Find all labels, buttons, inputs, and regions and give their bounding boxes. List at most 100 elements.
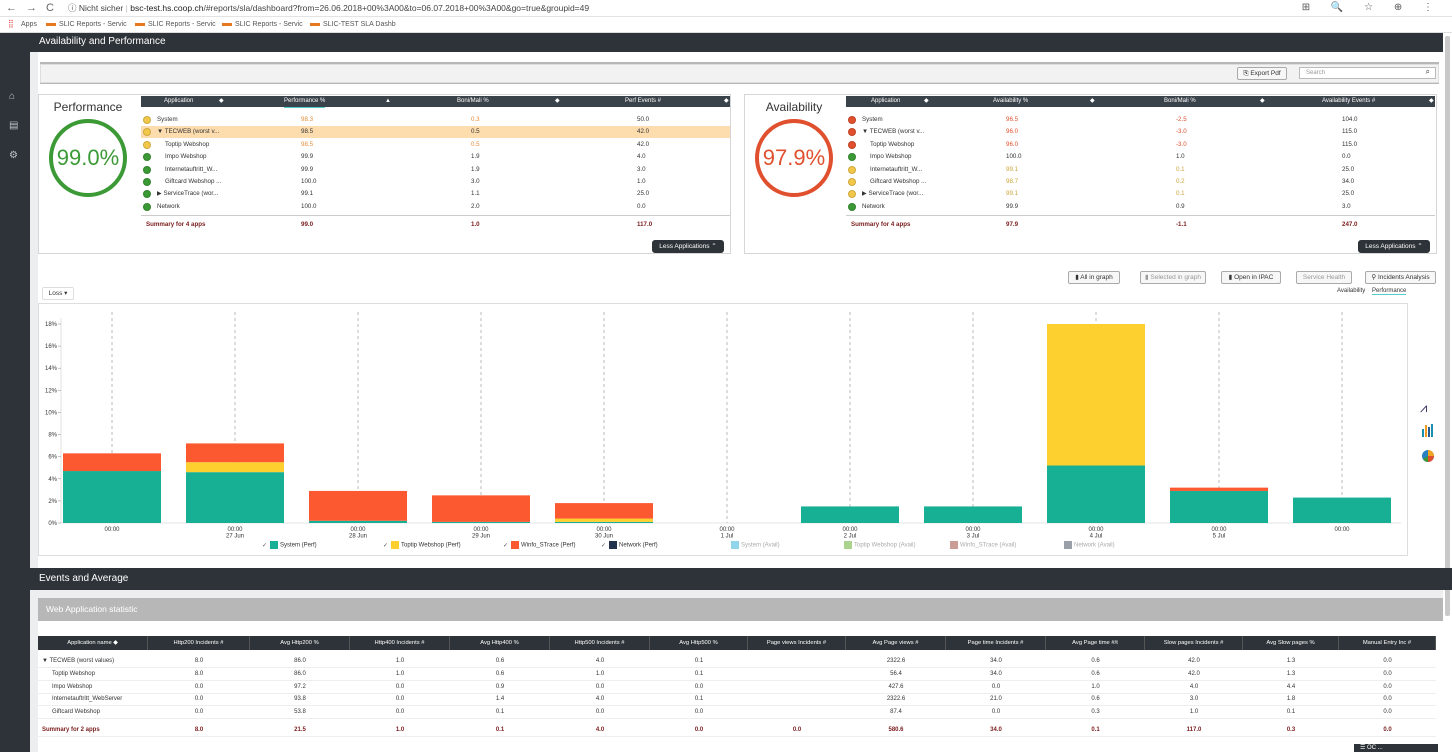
sort-asc-icon[interactable]: ▲	[385, 98, 391, 104]
table-row[interactable]: Impo Webshop 0.0 97.2 0.0 0.9 0.0 0.0 427.6 0.0 1…	[38, 681, 1436, 694]
legend-item[interactable]: System (Avail)	[723, 541, 780, 549]
incidents-analysis-button[interactable]: ⚲ Incidents Analysis	[1365, 271, 1436, 284]
legend-item[interactable]: Winfo_STrace (Avail)	[942, 541, 1016, 549]
table-row[interactable]: Toptip Webshop 98.5 0.5 42.0	[141, 139, 730, 151]
table-row[interactable]: Toptip Webshop 96.0 -3.0 115.0	[846, 139, 1435, 151]
cell: 4.0	[595, 658, 605, 664]
sort-icon[interactable]: ◆	[555, 98, 560, 104]
col-availability-events[interactable]: Availability Events #	[1322, 98, 1376, 104]
service-health-button[interactable]: Service Health	[1296, 271, 1352, 284]
legend-item[interactable]: ✓ Winfo_STrace (Perf)	[503, 541, 576, 549]
tab-availability[interactable]: Availability	[1337, 288, 1366, 294]
cell: 0.0	[395, 709, 405, 716]
search-icon[interactable]: ⌕	[1425, 67, 1430, 76]
col-boni-mali[interactable]: Boni/Mali %	[457, 98, 489, 104]
y-tick-label: 10%	[45, 410, 58, 416]
forward-icon[interactable]: →	[26, 2, 37, 14]
document-icon[interactable]: ▤	[9, 120, 19, 131]
less-applications-button[interactable]: Less Applications ⌃	[652, 240, 724, 253]
col-header[interactable]: Page time Incidents #	[946, 636, 1046, 650]
back-icon[interactable]: ←	[6, 2, 17, 14]
sort-icon[interactable]: ◆	[1260, 98, 1265, 104]
table-row[interactable]: Network 100.0 2.0 0.0	[141, 201, 730, 213]
bookmark-item[interactable]: SLIC Reports - Servic	[46, 21, 127, 28]
legend-item[interactable]: Toptip Webshop (Avail)	[836, 541, 915, 549]
col-header[interactable]: Manual Entry Inc #	[1339, 636, 1436, 650]
cell: 0.0	[395, 696, 405, 703]
col-header[interactable]: Avg Http200 %	[250, 636, 350, 650]
table-row[interactable]: Giftcard Webshop 0.0 53.8 0.0 0.1 0.0 0.0 87.4 0…	[38, 706, 1436, 720]
table-row[interactable]: Impo Webshop 100.0 1.0 0.0	[846, 151, 1435, 163]
browser-action-icons[interactable]: ⊞ 🔍 ☆ ⊕ ⋮	[1301, 2, 1442, 13]
col-header[interactable]: Slow pages Incidents #	[1145, 636, 1243, 650]
tab-performance[interactable]: Performance	[1372, 288, 1407, 295]
all-in-graph-button[interactable]: ▮ All in graph	[1068, 271, 1120, 284]
col-boni-mali[interactable]: Boni/Mali %	[1164, 98, 1196, 104]
summary-row[interactable]: Summary for 2 apps 8.0 21.5 1.0 0.1 4.0 0.0 0.0…	[38, 724, 1436, 737]
bookmark-apps[interactable]: Apps	[21, 21, 37, 28]
bottom-dock-tab[interactable]: ☰ OC ...	[1354, 744, 1438, 752]
bookmark-item[interactable]: SLIC Reports - Servic	[135, 21, 216, 28]
col-header[interactable]: Application name ◆	[38, 636, 148, 650]
col-header[interactable]: Avg Page views #	[846, 636, 946, 650]
col-header[interactable]: Avg Http400 %	[450, 636, 550, 650]
selected-in-graph-button[interactable]: ▮ Selected in graph	[1140, 271, 1206, 284]
table-row[interactable]: ▼ TECWEB (worst values) 8.0 86.0 1.0 0.6 4.0 0…	[38, 655, 1436, 668]
table-row[interactable]: Internetauftritt_W... 99.9 1.9 3.0	[141, 164, 730, 176]
bookmark-item[interactable]: SLIC Reports - Servic	[222, 21, 303, 28]
table-row[interactable]: Giftcard Webshop ... 98.7 0.2 34.0	[846, 176, 1435, 188]
sort-icon[interactable]: ◆	[1090, 98, 1095, 104]
scrollbar-thumb[interactable]	[1445, 36, 1450, 616]
x-tick-label: 00:00	[1334, 527, 1350, 533]
col-perf-events[interactable]: Perf Events #	[625, 98, 662, 104]
col-performance[interactable]: Performance %	[284, 96, 326, 108]
open-in-ipac-button[interactable]: ▮ Open in IPAC	[1221, 271, 1281, 284]
security-indicator[interactable]: ⓘ Nicht sicher	[68, 3, 124, 13]
col-header[interactable]: Http400 Incidents #	[350, 636, 450, 650]
legend-item[interactable]: ✓ System (Perf)	[262, 541, 317, 549]
gear-icon[interactable]: ⚙	[9, 150, 18, 161]
pie-chart-icon[interactable]	[1421, 449, 1435, 463]
table-row[interactable]: ▶ ServiceTrace (wor... 99.1 1.1 25.0	[141, 188, 730, 200]
less-applications-button[interactable]: Less Applications ⌃	[1358, 240, 1430, 253]
line-chart-icon[interactable]: ⩘	[1420, 400, 1428, 415]
table-row[interactable]: System 96.5 -2.5 104.0	[846, 114, 1435, 126]
table-row[interactable]: Toptip Webshop 8.0 86.0 1.0 0.6 1.0 0.1 56.4 34.…	[38, 668, 1436, 681]
col-header[interactable]: Http200 Incidents #	[148, 636, 250, 650]
col-header[interactable]: Page views Incidents #	[748, 636, 846, 650]
col-availability[interactable]: Availability %	[993, 98, 1029, 104]
sort-icon[interactable]: ◆	[724, 98, 729, 104]
table-row[interactable]: ▼ TECWEB (worst v... 98.5 0.5 42.0	[141, 126, 730, 139]
sort-icon[interactable]: ◆	[924, 98, 929, 104]
table-row[interactable]: Giftcard Webshop ... 100.0 3.0 1.0	[141, 176, 730, 188]
url-field[interactable]: ⓘ Nicht sicher | bsc-test.hs.coop.ch/#re…	[68, 3, 590, 13]
sort-icon[interactable]: ◆	[219, 98, 224, 104]
export-pdf-button[interactable]: ⎘ Export Pdf	[1237, 67, 1287, 80]
reload-icon[interactable]: C	[46, 2, 54, 14]
legend-item[interactable]: ✓ Toptip Webshop (Perf)	[383, 541, 461, 549]
table-row[interactable]: Internetauftritt_WebServer 0.0 93.8 0.0 1.4 4…	[38, 693, 1436, 707]
legend-item[interactable]: ✓ Network (Perf)	[601, 541, 658, 549]
sort-icon[interactable]: ◆	[1429, 98, 1434, 104]
table-row[interactable]: Impo Webshop 99.9 1.9 4.0	[141, 151, 730, 163]
cell-v3: 50.0	[637, 116, 650, 123]
col-header[interactable]: Avg Slow pages %	[1243, 636, 1339, 650]
loss-dropdown[interactable]: Loss ▾	[42, 287, 74, 300]
search-input[interactable]: Search ⌕	[1299, 67, 1436, 79]
col-header[interactable]: Http500 Incidents #	[550, 636, 650, 650]
table-row[interactable]: ▼ TECWEB (worst v... 96.0 -3.0 115.0	[846, 126, 1435, 138]
home-icon[interactable]: ⌂	[9, 91, 16, 102]
legend-item[interactable]: Network (Avail)	[1056, 541, 1115, 549]
table-row[interactable]: System 98.3 0.3 50.0	[141, 114, 730, 126]
legend-swatch	[950, 541, 958, 549]
apps-grid-icon[interactable]: ⣿	[8, 19, 14, 28]
bar-chart-icon[interactable]	[1421, 423, 1435, 437]
table-row[interactable]: ▶ ServiceTrace (wor... 99.1 0.1 25.0	[846, 188, 1435, 200]
bookmark-item[interactable]: SLIC-TEST SLA Dashb	[310, 21, 396, 28]
col-header[interactable]: Avg Http500 %	[650, 636, 748, 650]
table-row[interactable]: Internetauftritt_W... 99.1 0.1 25.0	[846, 164, 1435, 176]
col-application[interactable]: Application	[164, 98, 194, 104]
col-header[interactable]: Avg Page time #/t	[1046, 636, 1145, 650]
table-row[interactable]: Network 99.9 0.9 3.0	[846, 201, 1435, 213]
col-application[interactable]: Application	[871, 98, 901, 104]
